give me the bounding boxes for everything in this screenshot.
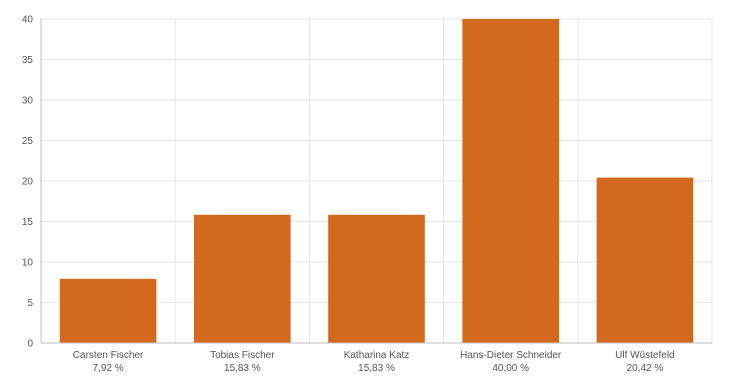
x-category-label: Carsten Fischer xyxy=(73,350,144,361)
bar-2[interactable] xyxy=(328,214,425,343)
x-value-label: 15,83 % xyxy=(358,363,395,374)
x-value-label: 15,83 % xyxy=(224,363,261,374)
bar-layer xyxy=(59,19,694,343)
label-layer: 0 5 10 15 20 25 30 35 40 Carsten Fischer 7,92 % Tob… xyxy=(22,15,675,375)
y-tick-label: 0 xyxy=(27,339,33,350)
y-tick-label: 20 xyxy=(22,177,34,188)
x-category-label: Tobias Fischer xyxy=(210,350,275,361)
bar-4[interactable] xyxy=(596,177,694,343)
bar-0[interactable] xyxy=(59,278,157,343)
y-tick-label: 30 xyxy=(22,96,34,107)
y-tick-label: 25 xyxy=(22,136,34,147)
grid-layer xyxy=(40,18,713,344)
y-tick-label: 5 xyxy=(27,298,33,309)
bar-1[interactable] xyxy=(193,214,291,343)
y-tick-label: 35 xyxy=(22,55,34,66)
x-value-label: 40,00 % xyxy=(492,363,529,374)
x-value-label: 20,42 % xyxy=(627,363,664,374)
bar-3[interactable] xyxy=(462,19,560,343)
x-category-label: Hans-Dieter Schneider xyxy=(460,350,562,361)
axis-layer xyxy=(40,19,712,344)
x-category-label: Ulf Wüstefeld xyxy=(615,350,674,361)
x-value-label: 7,92 % xyxy=(93,363,124,374)
y-tick-label: 10 xyxy=(22,258,34,269)
y-tick-label: 15 xyxy=(22,217,34,228)
x-category-label: Katharina Katz xyxy=(344,350,410,361)
y-tick-label: 40 xyxy=(22,15,34,26)
